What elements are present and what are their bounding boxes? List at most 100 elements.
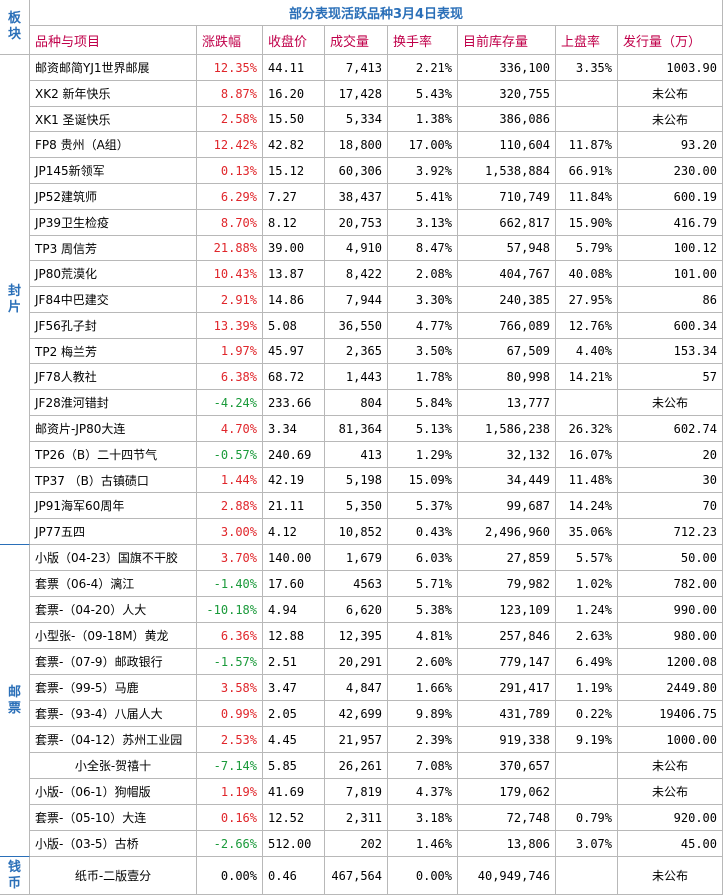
- data-cell: 57,948: [458, 236, 556, 261]
- item-name: XK1 圣诞快乐: [30, 107, 197, 132]
- data-cell: 10,852: [325, 519, 388, 545]
- data-cell: 86: [618, 287, 723, 313]
- data-cell: 240.69: [263, 442, 325, 468]
- item-name: JF28淮河错封: [30, 390, 197, 416]
- data-cell: 4.94: [263, 597, 325, 623]
- data-cell: 782.00: [618, 571, 723, 597]
- data-cell: 2.39%: [388, 727, 458, 753]
- data-cell: 0.79%: [556, 805, 618, 831]
- item-name: 小全张-贺禧十: [30, 753, 197, 779]
- data-cell: 1.19%: [556, 675, 618, 701]
- data-cell: 6.49%: [556, 649, 618, 675]
- data-cell: 5,334: [325, 107, 388, 132]
- data-cell: 0.43%: [388, 519, 458, 545]
- data-cell: 26,261: [325, 753, 388, 779]
- data-cell: 2,311: [325, 805, 388, 831]
- data-cell: 9.19%: [556, 727, 618, 753]
- data-cell: 512.00: [263, 831, 325, 857]
- item-name: JF84中巴建交: [30, 287, 197, 313]
- group-label: 邮票: [0, 545, 30, 857]
- data-cell: 153.34: [618, 339, 723, 364]
- data-cell: 240,385: [458, 287, 556, 313]
- item-name: 套票（06-4）漓江: [30, 571, 197, 597]
- data-cell: -0.57%: [197, 442, 263, 468]
- data-cell: 602.74: [618, 416, 723, 442]
- data-cell: 12.35%: [197, 55, 263, 81]
- data-cell: 5.08: [263, 313, 325, 339]
- data-cell: 7,819: [325, 779, 388, 805]
- column-header: 目前库存量: [458, 26, 556, 55]
- data-cell: -4.24%: [197, 390, 263, 416]
- data-cell: 2.91%: [197, 287, 263, 313]
- data-cell: 11.87%: [556, 132, 618, 158]
- data-cell: 11.84%: [556, 184, 618, 210]
- item-name: 小版（04-23）国旗不干胶: [30, 545, 197, 571]
- item-name: JP39卫生检疫: [30, 210, 197, 236]
- data-cell: 35.06%: [556, 519, 618, 545]
- data-cell: 13.39%: [197, 313, 263, 339]
- item-name: 套票-（05-10）大连: [30, 805, 197, 831]
- table-title: 部分表现活跃品种3月4日表现: [30, 0, 723, 26]
- data-cell: 1.66%: [388, 675, 458, 701]
- data-cell: 1,586,238: [458, 416, 556, 442]
- data-cell: 30: [618, 468, 723, 493]
- data-cell: [556, 81, 618, 107]
- data-cell: 81,364: [325, 416, 388, 442]
- data-cell: 7.27: [263, 184, 325, 210]
- data-cell: 3.18%: [388, 805, 458, 831]
- data-cell: 60,306: [325, 158, 388, 184]
- data-cell: 11.48%: [556, 468, 618, 493]
- data-cell: 57: [618, 364, 723, 390]
- data-cell: 20,753: [325, 210, 388, 236]
- data-cell: 16.20: [263, 81, 325, 107]
- data-cell: 1.97%: [197, 339, 263, 364]
- data-cell: 20,291: [325, 649, 388, 675]
- item-name: TP2 梅兰芳: [30, 339, 197, 364]
- data-cell: 14.21%: [556, 364, 618, 390]
- data-cell: 未公布: [618, 753, 723, 779]
- data-cell: 12.76%: [556, 313, 618, 339]
- data-cell: [556, 779, 618, 805]
- data-cell: 4.81%: [388, 623, 458, 649]
- data-cell: 5.79%: [556, 236, 618, 261]
- data-cell: 2.58%: [197, 107, 263, 132]
- item-name: 套票-（07-9）邮政银行: [30, 649, 197, 675]
- data-cell: 68.72: [263, 364, 325, 390]
- data-cell: 600.34: [618, 313, 723, 339]
- item-name: JP80荒漠化: [30, 261, 197, 287]
- data-cell: 202: [325, 831, 388, 857]
- data-cell: 336,100: [458, 55, 556, 81]
- data-cell: 27.95%: [556, 287, 618, 313]
- data-cell: 12,395: [325, 623, 388, 649]
- data-cell: 5,198: [325, 468, 388, 493]
- data-cell: 320,755: [458, 81, 556, 107]
- data-cell: 16.07%: [556, 442, 618, 468]
- data-cell: 34,449: [458, 468, 556, 493]
- item-name: JF78人教社: [30, 364, 197, 390]
- item-name: TP37 （B）古镇碛口: [30, 468, 197, 493]
- data-cell: 45.00: [618, 831, 723, 857]
- data-cell: 766,089: [458, 313, 556, 339]
- data-cell: 1,679: [325, 545, 388, 571]
- data-cell: 1003.90: [618, 55, 723, 81]
- data-cell: 4.77%: [388, 313, 458, 339]
- data-cell: 4.37%: [388, 779, 458, 805]
- item-name: 小版-（03-5）古桥: [30, 831, 197, 857]
- item-name: JP77五四: [30, 519, 197, 545]
- data-cell: 4,847: [325, 675, 388, 701]
- data-cell: 257,846: [458, 623, 556, 649]
- data-cell: 1.19%: [197, 779, 263, 805]
- data-cell: 93.20: [618, 132, 723, 158]
- item-name: JP52建筑师: [30, 184, 197, 210]
- data-cell: 233.66: [263, 390, 325, 416]
- data-cell: 2449.80: [618, 675, 723, 701]
- data-cell: 3.13%: [388, 210, 458, 236]
- data-cell: 40.08%: [556, 261, 618, 287]
- data-cell: 1.38%: [388, 107, 458, 132]
- header-label: 板块: [0, 0, 30, 55]
- data-cell: 12.42%: [197, 132, 263, 158]
- data-cell: 5.71%: [388, 571, 458, 597]
- data-cell: 14.86: [263, 287, 325, 313]
- item-name: 邮资邮简YJ1世界邮展: [30, 55, 197, 81]
- data-cell: 70: [618, 493, 723, 519]
